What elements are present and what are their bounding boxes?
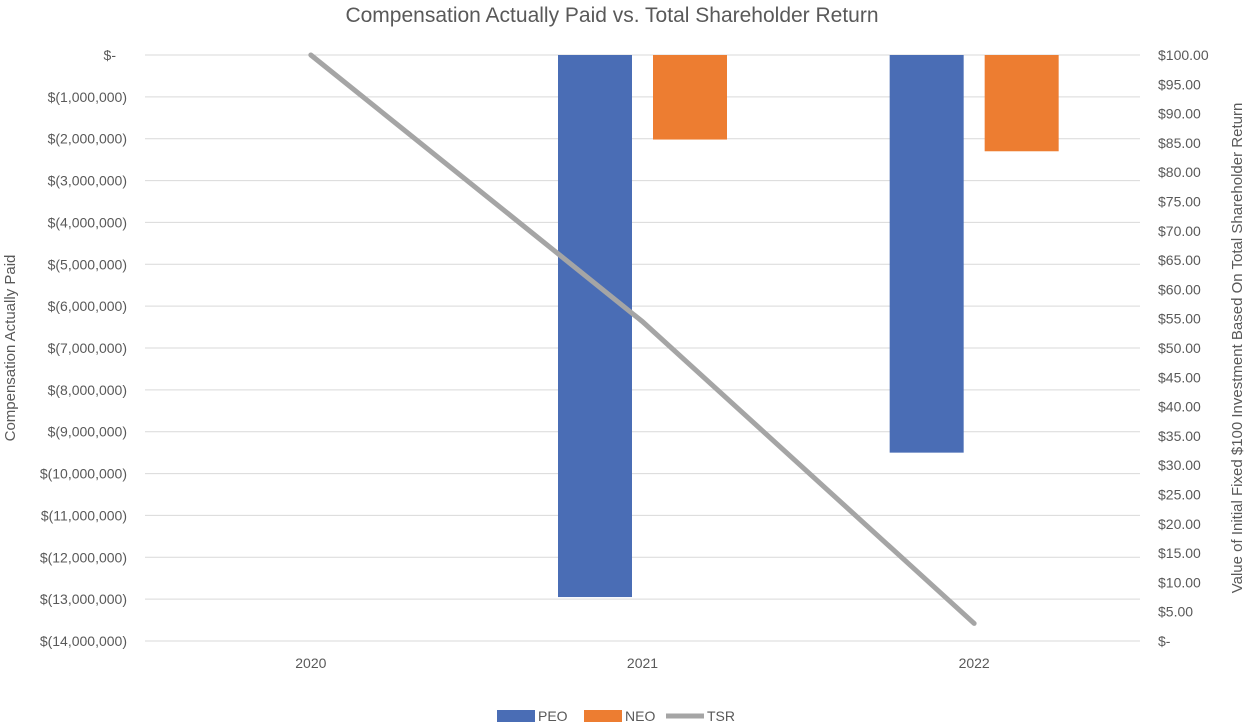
left-axis-ticks: $- $(1,000,000) $(2,000,000) $(3,000,000) $(…	[40, 47, 127, 649]
peo-legend-swatch	[497, 710, 535, 722]
bars	[558, 55, 1059, 598]
y-tick-label: $(1,000,000)	[48, 89, 127, 105]
y2-tick-label: $70.00	[1158, 223, 1201, 239]
y2-tick-label: $55.00	[1158, 311, 1201, 327]
y2-tick-label: $90.00	[1158, 106, 1201, 122]
chart-title: Compensation Actually Paid vs. Total Sha…	[345, 4, 878, 27]
y2-tick-label: $15.00	[1158, 545, 1201, 561]
legend: PEO NEO TSR	[497, 708, 735, 724]
y2-tick-label: $50.00	[1158, 340, 1201, 356]
y-tick-label: $(6,000,000)	[48, 298, 127, 314]
right-axis-ticks: $100.00 $95.00 $90.00 $85.00 $80.00 $75.00 $70…	[1158, 47, 1209, 649]
neo-legend-swatch	[584, 710, 622, 722]
y2-tick-label: $5.00	[1158, 604, 1193, 620]
tsr-line	[308, 52, 977, 626]
y2-tick-label: $40.00	[1158, 399, 1201, 415]
y2-tick-label: $45.00	[1158, 369, 1201, 385]
y-tick-label: $(10,000,000)	[40, 466, 127, 482]
peo-bar-2021	[558, 55, 632, 598]
gridlines	[145, 54, 1140, 642]
right-axis-title: Value of Initial Fixed $100 Investment B…	[1229, 103, 1246, 594]
neo-legend-label: NEO	[625, 708, 655, 724]
y2-tick-label: $80.00	[1158, 164, 1201, 180]
y-tick-label: $(5,000,000)	[48, 256, 127, 272]
y-tick-label: $(4,000,000)	[48, 214, 127, 230]
y2-tick-label: $95.00	[1158, 76, 1201, 92]
y-tick-label: $-	[104, 47, 117, 63]
neo-bar-2021	[653, 55, 727, 140]
y2-tick-label: $20.00	[1158, 516, 1201, 532]
y-tick-label: $(8,000,000)	[48, 382, 127, 398]
y2-tick-label: $-	[1158, 633, 1171, 649]
x-tick-label: 2022	[959, 655, 990, 671]
y2-tick-label: $25.00	[1158, 487, 1201, 503]
left-axis-title: Compensation Actually Paid	[2, 255, 19, 442]
y2-tick-label: $100.00	[1158, 47, 1209, 63]
tsr-legend-label: TSR	[707, 708, 735, 724]
y2-tick-label: $10.00	[1158, 574, 1201, 590]
y-tick-label: $(9,000,000)	[48, 424, 127, 440]
x-axis-ticks: 2020 2021 2022	[295, 655, 990, 671]
peo-legend-label: PEO	[538, 708, 568, 724]
peo-bar-2022	[889, 55, 964, 453]
tsr-line-group	[308, 52, 977, 626]
y2-tick-label: $30.00	[1158, 457, 1201, 473]
y2-tick-label: $65.00	[1158, 252, 1201, 268]
y-tick-label: $(7,000,000)	[48, 340, 127, 356]
y-tick-label: $(13,000,000)	[40, 591, 127, 607]
y-tick-label: $(14,000,000)	[40, 633, 127, 649]
y-tick-label: $(2,000,000)	[48, 131, 127, 147]
y2-tick-label: $75.00	[1158, 194, 1201, 210]
y2-tick-label: $35.00	[1158, 428, 1201, 444]
y-tick-label: $(11,000,000)	[41, 507, 127, 523]
y-tick-label: $(12,000,000)	[40, 549, 127, 565]
y2-tick-label: $85.00	[1158, 135, 1201, 151]
x-tick-label: 2020	[295, 655, 326, 671]
y2-tick-label: $60.00	[1158, 281, 1201, 297]
y-tick-label: $(3,000,000)	[48, 173, 127, 189]
x-tick-label: 2021	[627, 655, 658, 671]
neo-bar-2022	[984, 55, 1059, 152]
